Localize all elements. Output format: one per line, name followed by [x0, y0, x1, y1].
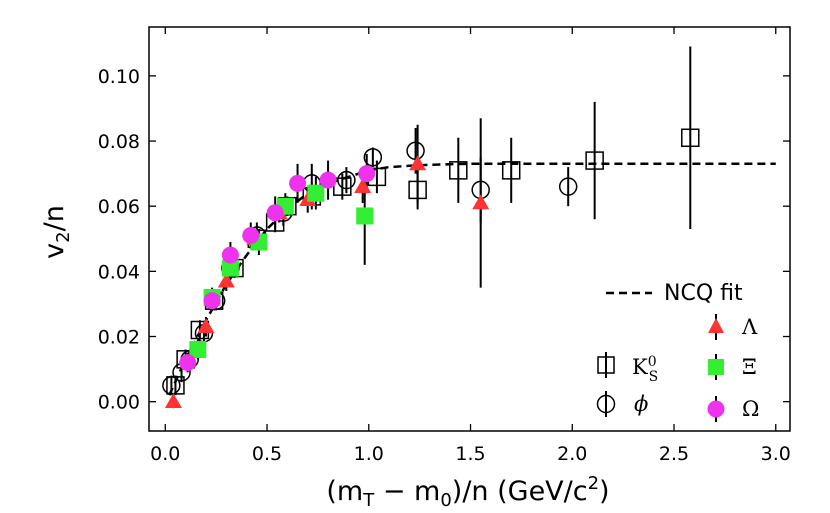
lambda-point: [472, 194, 490, 210]
lambda-point: [409, 155, 427, 171]
legend-lambda-marker: [708, 318, 724, 333]
omega-point: [179, 354, 197, 372]
x-axis-label: (mT − m0)/n (GeV/c2): [326, 473, 609, 511]
k0s-point: [681, 128, 700, 148]
legend-k0s-marker: [597, 356, 615, 374]
x-tick-label: 1.5: [455, 443, 485, 465]
y-tick-label: 0.00: [98, 392, 140, 414]
lambda-point: [217, 272, 235, 288]
k0s-point: [166, 376, 185, 395]
phi-point: [558, 177, 578, 196]
x-tick-label: 3.0: [761, 443, 791, 465]
ncq-fit-layer: [168, 162, 776, 396]
legend-fit-label: NCQ fit: [664, 281, 743, 306]
phi-point: [337, 170, 356, 190]
legend-xi-label: Ξ: [742, 355, 757, 379]
axis-ticks: 0.0 0.5 1.0 1.5 2.0 2.5 3.0 0.00 0.02 0.04 0.06 0.0…: [98, 27, 791, 465]
phi-point: [363, 148, 383, 167]
lambda-point: [197, 318, 215, 334]
x-tick-label: 2.0: [557, 443, 587, 465]
x-tick-label: 0.5: [252, 443, 282, 465]
omega-point: [289, 174, 307, 192]
k0s-point: [501, 161, 521, 180]
legend: NCQ fit Λ Ξ Ω K0 S ϕ: [596, 281, 759, 422]
x-tick-label: 2.5: [659, 443, 689, 465]
x-tick-label: 0.0: [150, 443, 180, 465]
xi-point: [356, 207, 374, 225]
k0s-point: [408, 180, 427, 200]
ncq-fit-line: [168, 162, 776, 396]
legend-phi-marker: [596, 394, 616, 414]
legend-k0s-label: K0 S: [632, 354, 658, 385]
y-tick-label: 0.10: [98, 66, 140, 88]
legend-phi-label: ϕ: [634, 392, 648, 416]
legend-xi-marker: [708, 359, 724, 375]
legend-omega-label: Ω: [742, 397, 759, 421]
k0s-point: [449, 161, 468, 180]
omega-point: [358, 165, 376, 183]
legend-lambda-label: Λ: [741, 315, 758, 339]
y-tick-label: 0.06: [98, 196, 140, 218]
xi-point: [221, 259, 239, 277]
legend-omega-marker: [707, 400, 725, 418]
omega-point: [203, 292, 221, 310]
x-tick-label: 1.0: [354, 443, 384, 465]
lambda-point: [354, 178, 372, 194]
xi-point: [189, 341, 207, 359]
omega-point: [319, 171, 337, 189]
y-tick-label: 0.08: [98, 131, 140, 153]
k0s-point: [585, 151, 604, 170]
plot-frame: [148, 26, 791, 432]
marker-layer: [162, 128, 700, 409]
omega-point: [242, 227, 260, 245]
omega-point: [266, 204, 284, 222]
y-tick-label: 0.02: [98, 327, 140, 349]
lambda-point: [164, 393, 182, 409]
xi-point: [307, 184, 325, 202]
y-tick-label: 0.04: [98, 261, 140, 283]
phi-point: [162, 376, 181, 395]
omega-point: [221, 246, 239, 264]
y-axis-label: v2/n: [39, 205, 74, 259]
